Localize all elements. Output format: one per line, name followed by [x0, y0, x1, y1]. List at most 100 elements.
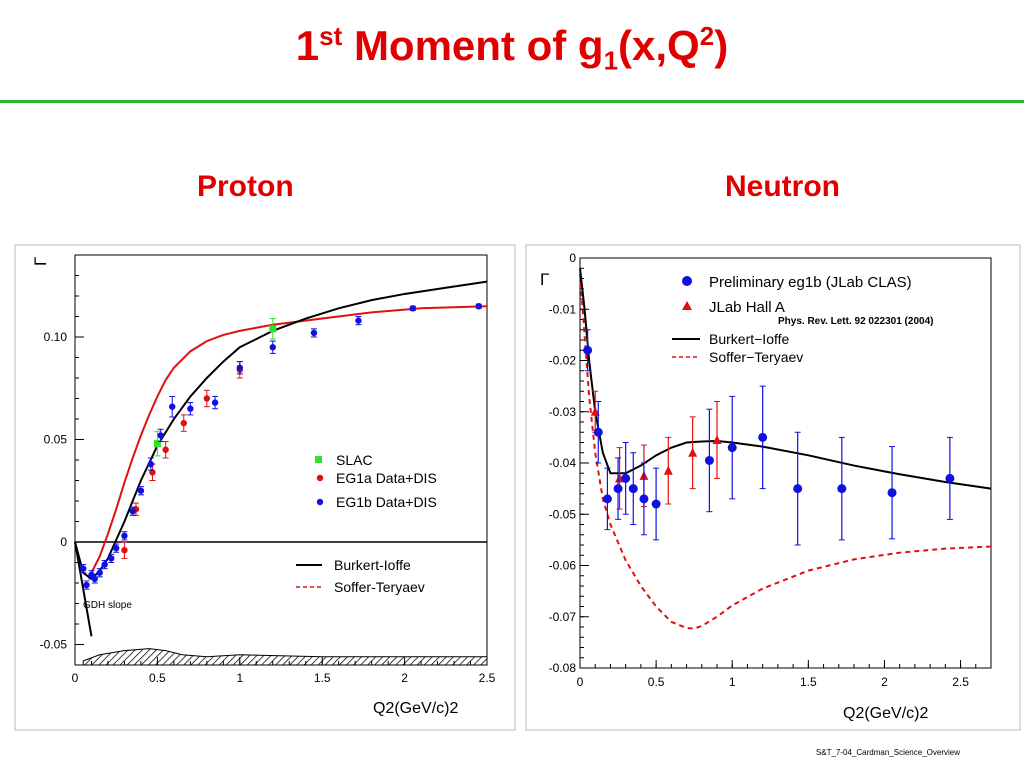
neutron-y-tick-label: -0.04 — [549, 456, 577, 470]
proton-legend-eg1b-data-dis-label: EG1b Data+DIS — [336, 494, 437, 510]
neutron-legend-hall-a-label: JLab Hall A — [709, 299, 785, 316]
proton-gdh-annotation: GDH slope — [83, 600, 132, 611]
neutron-y-tick-label: -0.03 — [549, 405, 577, 419]
proton-eg1b-point — [355, 317, 362, 324]
title-text-d: ) — [714, 22, 729, 69]
proton-slac-point — [153, 440, 161, 448]
proton-x-tick-label: 0.5 — [149, 671, 166, 685]
neutron-eg1b-point — [837, 484, 847, 494]
proton-heading: Proton — [197, 170, 294, 203]
neutron-hall-a-point — [590, 406, 600, 416]
title-text-b: Moment of g — [342, 22, 604, 69]
neutron-eg1b-point — [651, 499, 661, 509]
neutron-eg1b-point — [639, 494, 649, 504]
neutron-legend-reference: Phys. Rev. Lett. 92 022301 (2004) — [778, 316, 933, 327]
proton-eg1a-point — [121, 547, 128, 554]
proton-eg1b-point — [129, 508, 136, 515]
title-sup-c: 2 — [699, 21, 715, 51]
proton-eg1b-point — [310, 329, 318, 337]
proton-eg1b-point — [96, 569, 103, 576]
proton-burkert-ioffe-curve — [74, 280, 488, 581]
proton-x-tick-label: 2.5 — [479, 671, 496, 685]
neutron-x-tick-label: 1.5 — [800, 675, 817, 689]
proton-eg1a-point — [180, 419, 187, 427]
proton-y-tick-label: 0.10 — [44, 330, 68, 344]
neutron-hall-a-point — [688, 447, 698, 457]
proton-eg1b-point — [211, 399, 219, 406]
title-divider — [0, 100, 1024, 103]
proton-eg1b-point — [83, 581, 90, 589]
neutron-eg1b-point — [887, 488, 897, 498]
neutron-y-tick-label: -0.02 — [549, 354, 577, 368]
proton-eg1b-point — [91, 575, 98, 583]
title-text-c: (x,Q — [618, 22, 700, 69]
title-sub-b: 1 — [603, 45, 619, 76]
proton-eg1b-point — [113, 544, 120, 552]
neutron-legend-burkert-ioffe-label: Burkert−Ioffe — [709, 331, 790, 347]
neutron-legend-eg1b-marker — [682, 276, 692, 286]
neutron-y-tick-label: -0.07 — [549, 610, 577, 624]
proton-eg1b-point — [236, 364, 243, 371]
proton-eg1a-point — [203, 395, 211, 402]
proton-eg1b-point — [108, 555, 115, 562]
neutron-x-tick-label: 2.5 — [952, 675, 969, 689]
neutron-eg1b-point — [945, 473, 955, 483]
neutron-y-tick-label: -0.06 — [549, 559, 577, 573]
proton-slac-point — [269, 325, 277, 333]
proton-chart: 0 0.5 1 1.5 2 2.5 -0.05 0 0.05 0.10 SLAC EG1a Data+… — [14, 244, 516, 731]
neutron-eg1b-point — [613, 484, 623, 494]
neutron-y-tick-label: -0.05 — [549, 507, 577, 521]
proton-chart-frame — [14, 244, 516, 731]
proton-legend-soffer-teryaev-label: Soffer-Teryaev — [334, 579, 425, 595]
proton-plot-area — [74, 254, 488, 666]
neutron-eg1b-point — [628, 484, 638, 494]
proton-legend-eg1a-data-dis-label: EG1a Data+DIS — [336, 470, 437, 486]
neutron-eg1b-point — [704, 455, 714, 465]
footer-note: S&T_7-04_Cardman_Science_Overview — [815, 748, 960, 757]
neutron-heading: Neutron — [725, 170, 840, 203]
proton-x-tick-label: 0 — [72, 671, 79, 685]
proton-x-tick-label: 1.5 — [314, 671, 331, 685]
proton-y-tick-label: -0.05 — [40, 638, 68, 652]
neutron-y-tick-label: -0.08 — [549, 661, 577, 675]
neutron-y-tick-label: 0 — [569, 251, 576, 265]
proton-eg1b-point — [187, 405, 194, 412]
neutron-eg1b-point — [621, 473, 631, 483]
proton-x-tick-label: 2 — [401, 671, 408, 685]
proton-systematic-band — [82, 648, 488, 666]
neutron-eg1b-point — [727, 443, 737, 453]
proton-eg1b-point — [101, 561, 108, 568]
slide-title: 1st Moment of g1(x,Q2) — [0, 21, 1024, 73]
neutron-eg1b-point — [593, 427, 603, 437]
neutron-hall-a-point — [712, 434, 722, 444]
proton-y-tick-label: 0.05 — [44, 433, 68, 447]
neutron-x-tick-label: 1 — [729, 675, 736, 689]
proton-legend-burkert-ioffe-label: Burkert-Ioffe — [334, 557, 411, 573]
proton-eg1b-point — [137, 487, 145, 494]
proton-gdh-slope-line — [74, 541, 93, 637]
proton-eg1b-point — [157, 432, 164, 439]
neutron-y-tick-label: -0.01 — [549, 302, 577, 316]
proton-legend-slac-marker — [315, 456, 322, 463]
neutron-chart-frame — [525, 244, 1021, 731]
neutron-x-tick-label: 0 — [577, 675, 584, 689]
proton-x-tick-label: 1 — [236, 671, 243, 685]
proton-red-model-curve — [90, 305, 488, 574]
neutron-x-tick-label: 2 — [881, 675, 888, 689]
proton-eg1b-point — [169, 403, 176, 410]
neutron-y-axis-label: Γ — [540, 270, 549, 289]
proton-eg1b-point — [409, 305, 417, 312]
proton-x-axis-label: Q2(GeV/c)2 — [373, 700, 458, 717]
neutron-legend-soffer-teryaev-label: Soffer−Teryaev — [709, 349, 803, 365]
proton-eg1b-point — [147, 460, 155, 468]
neutron-x-axis-label: Q2(GeV/c)2 — [843, 705, 928, 722]
neutron-eg1b-point — [758, 432, 768, 442]
neutron-soffer-teryaev-curve — [579, 273, 992, 630]
neutron-eg1b-point — [583, 345, 593, 355]
neutron-chart: 0 0.5 1 1.5 2 2.5 0 -0.01 -0.02 -0.03 -0.04 -0.05 -0… — [525, 244, 1021, 731]
neutron-eg1b-point — [793, 484, 803, 494]
proton-eg1b-point — [269, 344, 276, 351]
title-text-a: 1 — [295, 22, 320, 69]
neutron-legend-hall-a-marker — [682, 301, 692, 310]
neutron-eg1b-point — [602, 494, 612, 504]
